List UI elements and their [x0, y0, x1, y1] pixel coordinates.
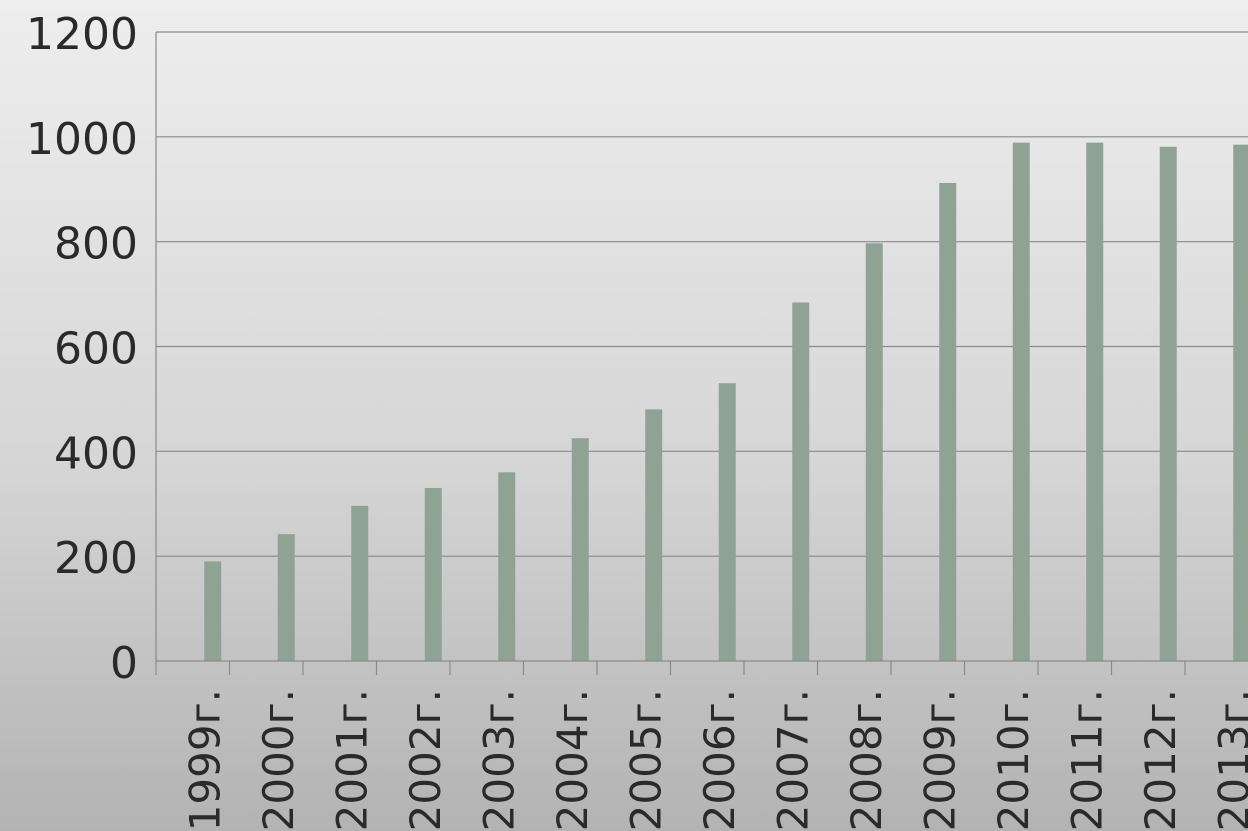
y-tick-label: 600: [54, 324, 138, 375]
bar: [571, 438, 589, 661]
x-tick-label: 2009г.: [915, 689, 964, 831]
axes: [155, 32, 1248, 675]
bar: [1012, 142, 1030, 661]
x-tick-label: 2002г.: [401, 689, 450, 831]
x-tick-label: 2003г.: [474, 689, 523, 831]
x-tick-label: 2008г.: [842, 689, 891, 831]
x-tick-label: 2013г.: [1209, 689, 1248, 831]
y-tick-label: 0: [110, 638, 138, 689]
bars: [204, 142, 1248, 662]
bar: [718, 383, 736, 661]
y-tick-label: 1200: [26, 9, 138, 60]
bar: [939, 182, 957, 661]
x-tick-label: 2006г.: [695, 689, 744, 831]
x-tick-label: 2001г.: [327, 689, 376, 831]
y-tick-labels: 0 200 400 600 800 1000 1200: [26, 9, 138, 689]
bar: [277, 534, 295, 661]
bar: [424, 488, 442, 661]
x-tick-label: 2012г.: [1136, 689, 1185, 831]
bar: [351, 505, 369, 661]
y-tick-label: 800: [54, 219, 138, 270]
x-tick-label: 2007г.: [768, 689, 817, 831]
bar: [865, 243, 883, 661]
x-tick-label: 2011г.: [1062, 689, 1111, 831]
bar: [1159, 146, 1177, 662]
x-tick-label: 2005г.: [621, 689, 670, 831]
bar: [204, 561, 222, 661]
x-tick-label: 2000г.: [254, 689, 303, 831]
bar: [498, 472, 516, 661]
gridlines: [156, 31, 1248, 557]
y-tick-label: 200: [54, 533, 138, 584]
bar: [1086, 142, 1104, 661]
y-tick-label: 1000: [26, 114, 138, 165]
bar: [792, 302, 810, 661]
x-tick-label: 1999г.: [180, 689, 229, 831]
x-tick-label: 2004г.: [548, 689, 597, 831]
y-tick-label: 400: [54, 428, 138, 479]
x-tick-labels: 1999г. 2000г. 2001г. 2002г. 2003г. 2004г. 2005…: [180, 689, 1248, 831]
bar: [1233, 144, 1248, 662]
bar: [645, 409, 663, 661]
x-tick-label: 2010г.: [989, 689, 1038, 831]
